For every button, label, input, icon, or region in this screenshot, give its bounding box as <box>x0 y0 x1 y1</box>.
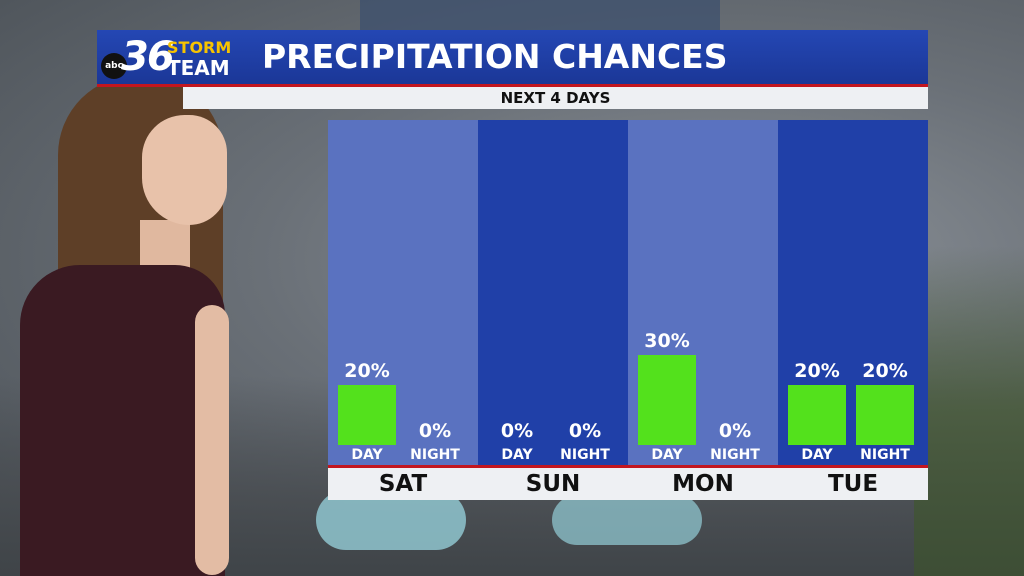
bar-tue-night <box>856 385 914 445</box>
period-label-mon-day: DAY <box>651 447 683 463</box>
logo-team: TEAM <box>167 56 230 80</box>
bar-sat-day <box>338 385 396 445</box>
period-label-sat-night: NIGHT <box>410 447 460 463</box>
presenter-face <box>142 115 227 225</box>
value-label-tue-night: 20% <box>862 360 908 382</box>
day-column-sun: 0% DAY 0% NIGHT <box>478 120 628 465</box>
period-label-sun-day: DAY <box>501 447 533 463</box>
background-grass <box>914 246 1024 576</box>
bar-tue-day <box>788 385 846 445</box>
logo-storm: STORM <box>167 38 232 57</box>
title-banner: abc 36 STORM TEAM PRECIPITATION CHANCES <box>97 30 928 87</box>
value-label-sun-night: 0% <box>568 420 602 442</box>
day-column-sat: 20% DAY 0% NIGHT <box>328 120 478 465</box>
precipitation-chart: 20% DAY 0% NIGHT 0% DAY 0% NIGHT 30% DAY 0% NIGHT 20… <box>328 120 928 465</box>
day-labels-row: SAT SUN MON TUE <box>328 468 928 500</box>
value-label-tue-day: 20% <box>794 360 840 382</box>
background-boot-left <box>316 490 466 550</box>
chart-baseline <box>328 465 928 468</box>
presenter-arm <box>195 305 229 575</box>
period-label-sat-day: DAY <box>351 447 383 463</box>
bar-mon-day <box>638 355 696 445</box>
day-column-mon: 30% DAY 0% NIGHT <box>628 120 778 465</box>
value-label-sat-day: 20% <box>344 360 390 382</box>
value-label-sat-night: 0% <box>418 420 452 442</box>
day-label-sun: SUN <box>525 471 581 497</box>
day-label-mon: MON <box>672 471 734 497</box>
value-label-mon-night: 0% <box>718 420 752 442</box>
period-label-sun-night: NIGHT <box>560 447 610 463</box>
presenter-dress <box>20 265 225 576</box>
background-boot-right <box>552 495 702 545</box>
day-label-tue: TUE <box>827 471 879 497</box>
value-label-sun-day: 0% <box>500 420 534 442</box>
chart-title: PRECIPITATION CHANCES <box>262 37 728 76</box>
station-logo: abc 36 STORM TEAM <box>101 34 251 80</box>
logo-number: 36 <box>121 34 175 80</box>
chart-subtitle: NEXT 4 DAYS <box>183 87 928 109</box>
value-label-mon-day: 30% <box>644 330 690 352</box>
period-label-tue-day: DAY <box>801 447 833 463</box>
period-label-tue-night: NIGHT <box>860 447 910 463</box>
presenter <box>20 75 250 576</box>
day-label-sat: SAT <box>378 471 428 497</box>
abc-logo-icon: abc <box>101 53 127 79</box>
period-label-mon-night: NIGHT <box>710 447 760 463</box>
day-column-tue: 20% DAY 20% NIGHT <box>778 120 928 465</box>
